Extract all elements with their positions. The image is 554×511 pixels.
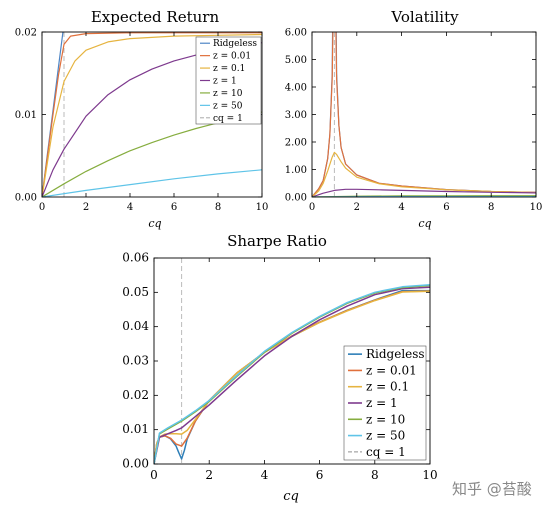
- series-line-z-1: [154, 286, 430, 464]
- y-tick-label: 0.06: [122, 251, 149, 265]
- legend-label: z = 1: [366, 396, 398, 410]
- y-tick-label: 0.00: [122, 457, 149, 471]
- x-tick-label: 8: [371, 468, 379, 482]
- x-tick-label: 8: [215, 202, 221, 213]
- legend-label: z = 0.01: [213, 52, 251, 62]
- expected-return-xlabel: cq: [148, 217, 161, 230]
- legend-label: z = 50: [213, 101, 243, 111]
- legend-label: z = 10: [213, 89, 243, 99]
- y-tick-label: 0.04: [122, 319, 149, 333]
- legend-label: z = 50: [366, 429, 405, 443]
- volatility-title: Volatility: [390, 8, 459, 26]
- watermark-text: 知乎 @苔酸: [452, 480, 532, 498]
- legend-label: cq = 1: [366, 445, 406, 459]
- legend-label: z = 1: [213, 77, 237, 87]
- series-line-z-10: [42, 111, 262, 197]
- y-tick-label: 0.02: [15, 28, 37, 39]
- x-tick-label: 2: [354, 202, 360, 213]
- y-tick-label: 0.01: [15, 110, 37, 121]
- expected-return-panel: Expected Return cq 0 2 4 6 8 10 0.00 0.01 0.02 Ri…: [15, 8, 269, 230]
- sharpe-ratio-xlabel: cq: [283, 489, 299, 504]
- y-tick-label: 0.05: [122, 285, 149, 299]
- series-line-z-0-01: [312, 32, 536, 197]
- series-line-z-0-1: [312, 151, 536, 197]
- plot-frame: [311, 31, 537, 198]
- y-tick-label: 0.01: [122, 422, 149, 436]
- x-tick-label: 0: [309, 202, 315, 213]
- y-tick-label: 0.02: [122, 388, 149, 402]
- legend-label: z = 0.1: [213, 64, 245, 74]
- x-tick-label: 2: [205, 468, 213, 482]
- x-tick-label: 4: [127, 202, 133, 213]
- series-line-z-1: [312, 188, 536, 197]
- sharpe-ratio-title: Sharpe Ratio: [227, 232, 327, 250]
- expected-return-title: Expected Return: [91, 8, 220, 26]
- x-tick-label: 10: [530, 202, 543, 213]
- y-tick-label: 0.00: [15, 193, 37, 204]
- volatility-panel: Volatility cq 0 2 4 6 8 10 0.00 1.00 2.00 3.00 4.0…: [285, 8, 543, 230]
- legend-label: Ridgeless: [213, 39, 257, 49]
- x-tick-label: 4: [261, 468, 269, 482]
- legend-label: z = 0.01: [366, 363, 417, 377]
- series-line-z-0-1: [42, 33, 262, 197]
- x-tick-label: 0: [150, 468, 158, 482]
- legend-label: Ridgeless: [366, 347, 425, 361]
- y-tick-label: 0.00: [285, 193, 307, 204]
- y-tick-label: 6.00: [285, 28, 307, 39]
- y-tick-label: 5.00: [285, 55, 307, 66]
- x-tick-label: 6: [171, 202, 177, 213]
- sharpe-ratio-panel: Sharpe Ratio cq 0 2 4 6 8 10 0.00 0.01 0.02 0.03 0…: [122, 232, 437, 504]
- volatility-xlabel: cq: [418, 217, 431, 230]
- y-tick-label: 1.00: [285, 165, 307, 176]
- y-tick-label: 3.00: [285, 110, 307, 121]
- legend-label: cq = 1: [213, 114, 243, 124]
- y-tick-label: 4.00: [285, 83, 307, 94]
- legend-label: z = 0.1: [366, 380, 409, 394]
- legend-label: z = 10: [366, 412, 405, 426]
- x-tick-label: 8: [488, 202, 494, 213]
- x-tick-label: 4: [398, 202, 404, 213]
- x-tick-label: 10: [422, 468, 437, 482]
- y-tick-label: 0.03: [122, 354, 149, 368]
- x-tick-label: 6: [316, 468, 324, 482]
- x-tick-label: 0: [39, 202, 45, 213]
- x-tick-label: 2: [83, 202, 89, 213]
- y-tick-label: 2.00: [285, 138, 307, 149]
- series-line-z-0-01: [42, 32, 262, 197]
- legend: Ridgeless z = 0.01 z = 0.1 z = 1 z = 10 z = 5…: [343, 345, 427, 461]
- series-line-z-50: [154, 284, 430, 464]
- legend: Ridgeless z = 0.01 z = 0.1 z = 1 z = 10 z = 5…: [195, 36, 262, 125]
- x-tick-label: 6: [443, 202, 449, 213]
- series-line-z-50: [42, 169, 262, 197]
- x-tick-label: 10: [256, 202, 269, 213]
